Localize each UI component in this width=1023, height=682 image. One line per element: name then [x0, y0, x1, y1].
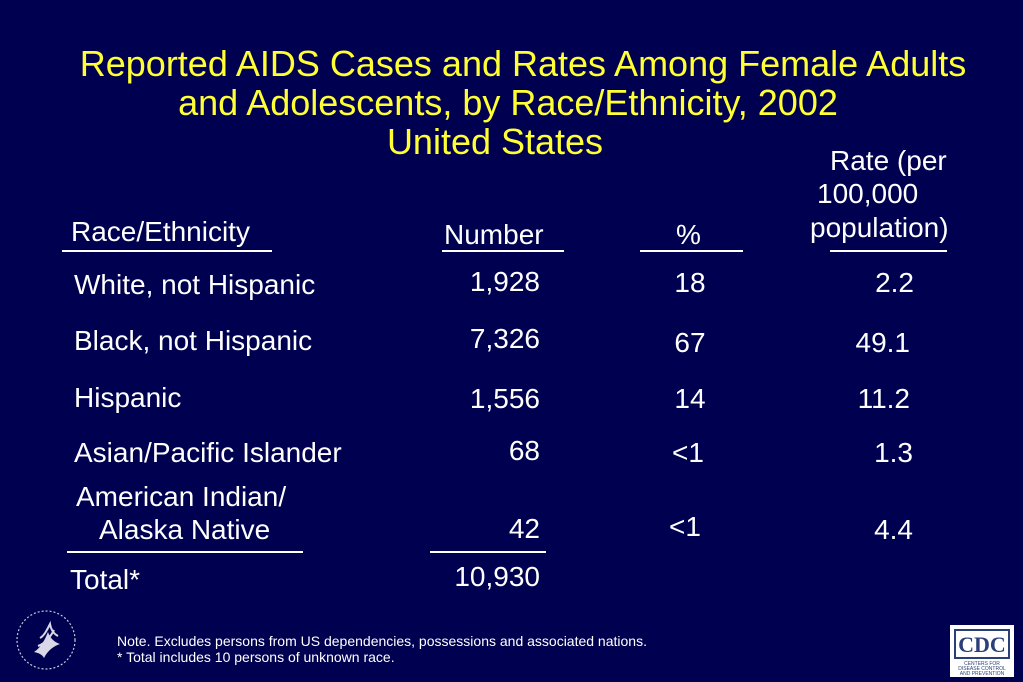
- header-percent-underline: [640, 250, 743, 252]
- title-line-2: and Adolescents, by Race/Ethnicity, 2002: [178, 82, 838, 123]
- title-line-1: Reported AIDS Cases and Rates Among Fema…: [79, 43, 967, 84]
- cell-race: Hispanic: [74, 382, 182, 413]
- header-rate-line-1: Rate (per: [830, 145, 947, 176]
- header-race: Race/Ethnicity: [71, 216, 250, 247]
- cell-number: 1,556: [469, 383, 540, 414]
- cell-percent: <1: [669, 511, 701, 542]
- cell-number: 7,326: [469, 323, 540, 354]
- cell-number: 42: [508, 513, 540, 544]
- cell-percent: 18: [674, 267, 706, 298]
- header-rate-underline: [830, 250, 947, 252]
- header-race-underline: [62, 250, 272, 252]
- cell-race-line-1: American Indian/: [76, 481, 287, 512]
- cell-race: Asian/Pacific Islander: [74, 437, 342, 468]
- cell-rate: 1.3: [874, 437, 913, 468]
- cell-rate: 11.2: [857, 383, 910, 414]
- header-number: Number: [444, 219, 544, 250]
- title-line-3: United States: [386, 121, 604, 162]
- note-line-2: * Total includes 10 persons of unknown r…: [117, 649, 395, 665]
- cdc-logo-text: CDC: [954, 629, 1010, 659]
- cell-percent: <1: [672, 437, 704, 468]
- total-number-underline: [430, 551, 546, 553]
- cell-percent: 14: [674, 383, 706, 414]
- cell-number: 68: [508, 435, 540, 466]
- header-number-underline: [442, 250, 564, 252]
- cell-rate: 2.2: [875, 267, 914, 298]
- total-race-underline: [67, 551, 303, 553]
- cell-number: 1,928: [469, 266, 540, 297]
- total-label: Total*: [70, 564, 141, 595]
- hhs-eagle-seal-icon: [14, 608, 78, 672]
- cdc-logo-subtext: CENTERS FOR DISEASE CONTROL AND PREVENTI…: [958, 661, 1006, 677]
- cell-race-line-2: Alaska Native: [99, 514, 271, 545]
- cell-race: White, not Hispanic: [74, 269, 316, 300]
- cdc-logo-icon: CDC CENTERS FOR DISEASE CONTROL AND PREV…: [950, 625, 1014, 677]
- cell-race: Black, not Hispanic: [74, 325, 313, 356]
- cell-rate: 4.4: [874, 514, 913, 545]
- header-percent: %: [676, 219, 701, 250]
- header-rate-line-3: population): [810, 212, 949, 243]
- note-line-1: Note. Excludes persons from US dependenc…: [117, 633, 647, 649]
- cell-rate: 49.1: [855, 327, 911, 358]
- total-number: 10,930: [454, 561, 540, 592]
- header-rate-line-2: 100,000: [817, 178, 919, 209]
- cell-percent: 67: [674, 327, 706, 358]
